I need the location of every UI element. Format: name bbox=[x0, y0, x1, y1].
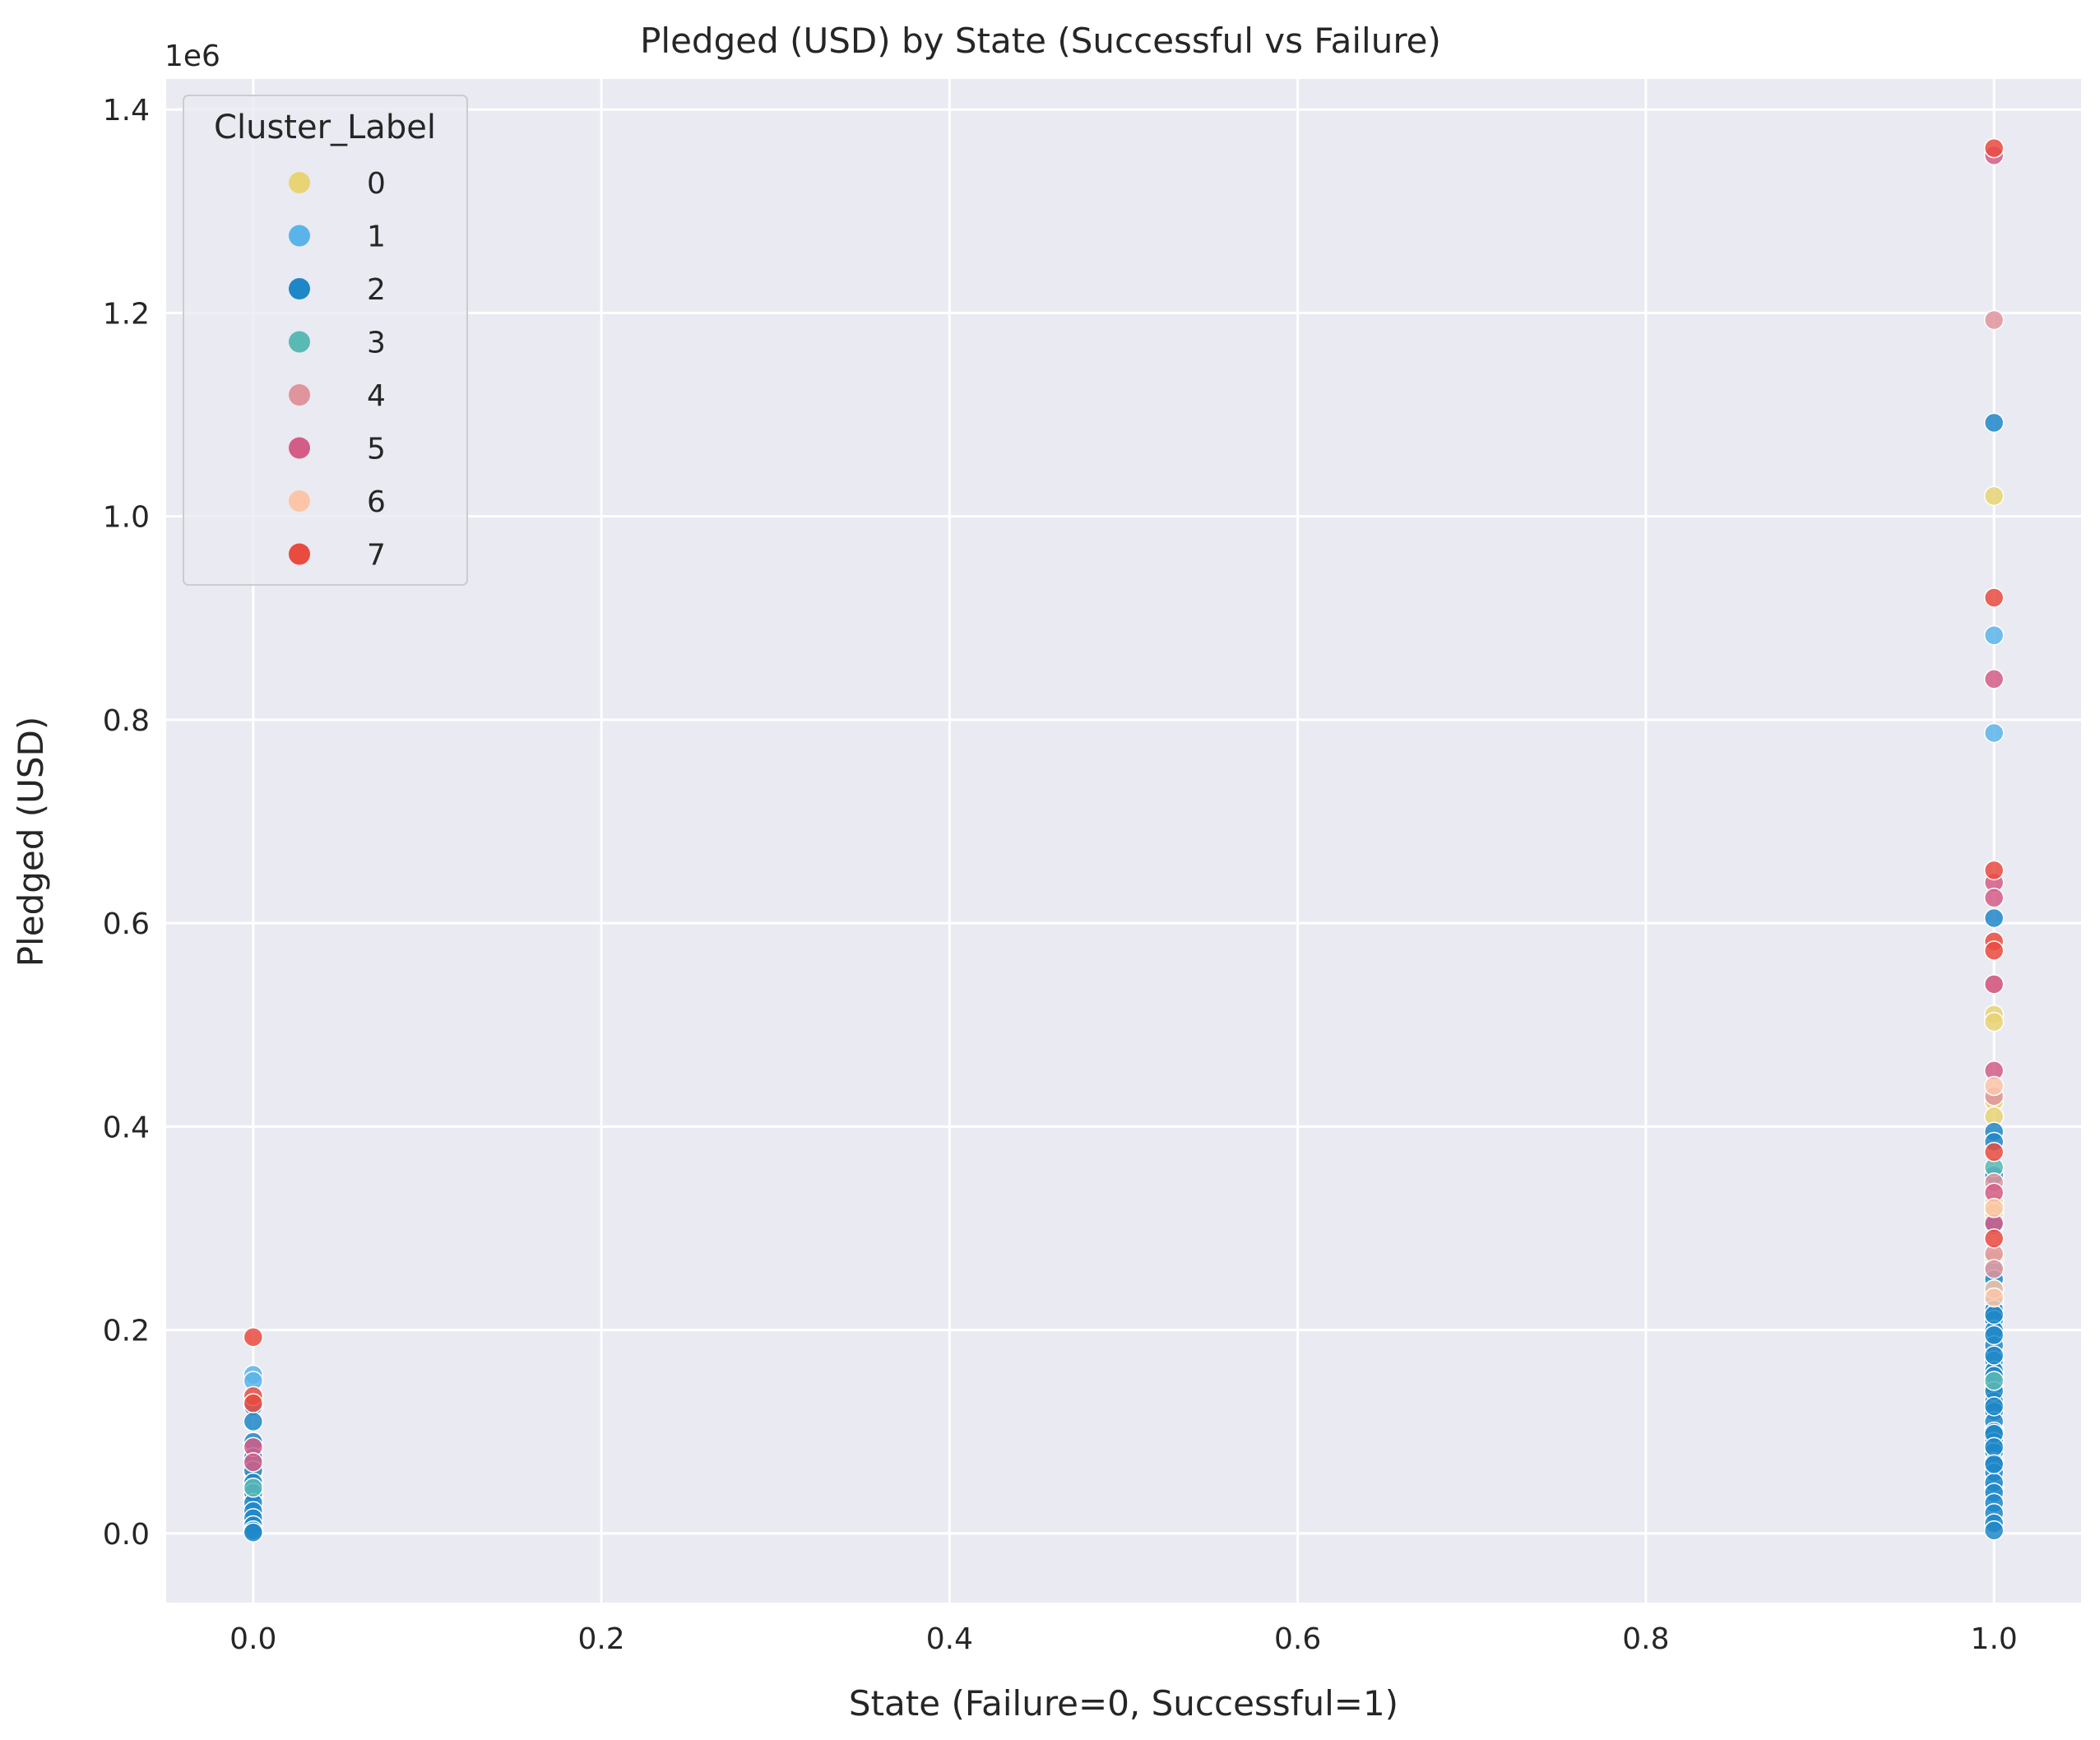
data-points bbox=[243, 137, 2005, 1543]
data-point bbox=[243, 1522, 264, 1543]
data-point bbox=[1983, 1228, 2005, 1249]
legend-label: 3 bbox=[367, 327, 386, 360]
x-axis-label: State (Failure=0, Successful=1) bbox=[849, 1683, 1398, 1724]
legend-box bbox=[183, 95, 468, 586]
legend-label: 0 bbox=[367, 167, 386, 201]
data-point bbox=[1983, 1011, 2005, 1032]
data-point bbox=[1983, 625, 2005, 646]
data-point bbox=[1983, 974, 2005, 995]
data-point bbox=[1983, 940, 2005, 961]
data-point bbox=[243, 1411, 264, 1432]
x-tick-label: 0.8 bbox=[1622, 1622, 1669, 1656]
data-point bbox=[1983, 1325, 2005, 1346]
legend-marker bbox=[289, 225, 310, 247]
data-point bbox=[1983, 1396, 2005, 1417]
data-point bbox=[1983, 1345, 2005, 1366]
data-point bbox=[243, 1452, 264, 1473]
x-tick-label: 0.0 bbox=[229, 1622, 276, 1656]
grid-lines bbox=[166, 79, 2081, 1603]
data-point bbox=[243, 1393, 264, 1413]
legend-marker bbox=[289, 543, 310, 565]
y-offset-label: 1e6 bbox=[165, 39, 220, 73]
data-point bbox=[243, 1478, 264, 1498]
legend-marker bbox=[289, 331, 310, 353]
x-tick-label: 1.0 bbox=[1971, 1622, 2018, 1656]
data-point bbox=[1983, 1259, 2005, 1279]
data-point bbox=[1983, 1198, 2005, 1218]
x-tick-label: 0.2 bbox=[577, 1622, 624, 1656]
data-point bbox=[1983, 722, 2005, 744]
y-tick-label: 0.6 bbox=[103, 907, 150, 941]
y-tick-label: 1.4 bbox=[103, 94, 150, 128]
data-point bbox=[1983, 137, 2005, 159]
data-point bbox=[1983, 1371, 2005, 1391]
data-point bbox=[243, 1327, 264, 1348]
legend-marker bbox=[289, 172, 310, 193]
chart-title: Pledged (USD) by State (Successful vs Fa… bbox=[640, 21, 1441, 61]
data-point bbox=[1983, 669, 2005, 689]
legend-label: 5 bbox=[367, 433, 386, 466]
legend-label: 7 bbox=[367, 539, 386, 573]
legend-marker bbox=[289, 278, 310, 299]
legend-marker bbox=[289, 384, 310, 406]
data-point bbox=[1983, 1454, 2005, 1475]
data-point bbox=[1983, 1520, 2005, 1541]
y-tick-label: 0.4 bbox=[103, 1111, 150, 1144]
series-3 bbox=[243, 1157, 2005, 1498]
y-tick-labels: 0.0 0.2 0.4 0.6 0.8 1.0 1.2 1.4 bbox=[103, 94, 150, 1552]
legend-marker bbox=[289, 437, 310, 459]
series-6 bbox=[1983, 1075, 2005, 1308]
data-point bbox=[1983, 860, 2005, 881]
plot-background bbox=[166, 79, 2081, 1603]
data-point bbox=[1983, 887, 2005, 908]
data-point bbox=[1983, 412, 2005, 434]
data-point bbox=[1983, 485, 2005, 507]
legend-marker bbox=[289, 490, 310, 512]
data-point bbox=[1983, 1436, 2005, 1458]
legend-label: 2 bbox=[367, 273, 386, 307]
data-point bbox=[1983, 1075, 2005, 1097]
legend-label: 1 bbox=[367, 220, 386, 254]
data-point bbox=[1983, 1304, 2005, 1325]
legend: Cluster_Label 0 1 2 3 4 5 6 7 bbox=[183, 95, 468, 586]
data-point bbox=[1983, 907, 2005, 929]
data-point bbox=[1983, 1142, 2005, 1162]
legend-title: Cluster_Label bbox=[214, 109, 436, 146]
data-point bbox=[1983, 1287, 2005, 1308]
legend-label: 4 bbox=[367, 379, 386, 413]
legend-label: 6 bbox=[367, 485, 386, 519]
x-tick-label: 0.6 bbox=[1274, 1622, 1321, 1656]
series-7 bbox=[243, 137, 2005, 1413]
data-point bbox=[1983, 587, 2005, 608]
data-point bbox=[1983, 309, 2005, 331]
y-tick-label: 0.8 bbox=[103, 704, 150, 738]
y-tick-label: 0.0 bbox=[103, 1518, 150, 1552]
y-tick-label: 0.2 bbox=[103, 1315, 150, 1348]
y-axis-label: Pledged (USD) bbox=[11, 717, 51, 967]
y-tick-label: 1.2 bbox=[103, 297, 150, 331]
x-tick-labels: 0.0 0.2 0.4 0.6 0.8 1.0 bbox=[229, 1622, 2018, 1656]
x-tick-label: 0.4 bbox=[926, 1622, 973, 1656]
y-tick-label: 1.0 bbox=[103, 501, 150, 535]
